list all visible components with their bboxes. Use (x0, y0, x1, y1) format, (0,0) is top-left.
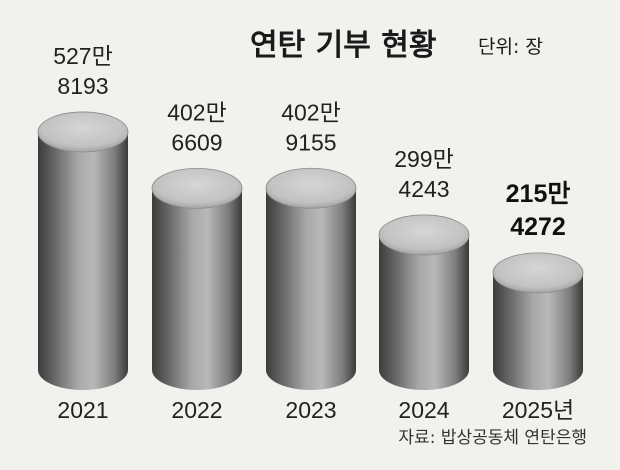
bar-2024 (378, 214, 470, 390)
bar-body (379, 234, 469, 390)
bar-body (493, 272, 583, 390)
unit-label: 단위: 장 (478, 36, 543, 58)
value-label-2021-line2: 8193 (57, 73, 108, 99)
x-tick-2021: 2021 (57, 397, 108, 423)
bar-body (266, 188, 356, 390)
x-axis-ticks-group: 2021 2022 2023 2024 2025년 (57, 397, 574, 423)
value-label-2022-line2: 6609 (171, 129, 222, 155)
bar-2021 (37, 111, 129, 390)
x-tick-2025년: 2025년 (502, 397, 574, 423)
bar-top (265, 167, 357, 209)
value-label-2025년-line1: 215만 (506, 180, 571, 208)
value-labels-group: 527만 8193 402만 6609 402만 9155 299만 4243 215만 4272 (53, 43, 570, 241)
bar-top (151, 167, 243, 209)
x-tick-2022: 2022 (171, 397, 222, 423)
x-tick-2024: 2024 (398, 397, 449, 423)
value-label-2024-line2: 4243 (398, 176, 449, 202)
value-label-2021-line1: 527만 (53, 43, 113, 69)
value-label-2023-line2: 9155 (285, 129, 336, 155)
x-tick-2023: 2023 (285, 397, 336, 423)
value-label-2022-line1: 402만 (167, 99, 227, 125)
value-label-2024-line1: 299만 (394, 146, 454, 172)
bar-body (38, 131, 128, 390)
bar-body (152, 188, 242, 390)
bar-top (378, 214, 470, 256)
value-label-2025년-line2: 4272 (510, 213, 566, 241)
chart-title: 연탄 기부 현황 (250, 28, 437, 63)
bar-top (492, 252, 584, 294)
bar-2023 (265, 167, 357, 390)
bars-group (37, 111, 584, 390)
bar-2025년 (492, 252, 584, 390)
source-note: 자료: 밥상공동체 연탄은행 (398, 428, 587, 448)
bar-top (37, 111, 129, 153)
value-label-2023-line1: 402만 (281, 99, 341, 125)
bar-2022 (151, 167, 243, 390)
